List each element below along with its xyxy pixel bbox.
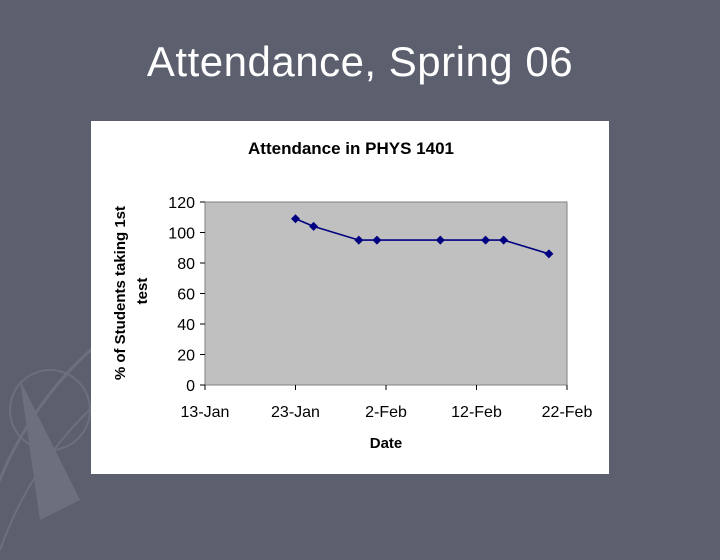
x-tick-label: 12-Feb xyxy=(451,404,502,421)
y-tick-label: 80 xyxy=(177,256,195,273)
x-tick-label: 22-Feb xyxy=(542,404,593,421)
y-axis: 0 20 40 60 80 100 120 xyxy=(168,195,205,395)
y-tick-label: 40 xyxy=(177,317,195,334)
y-axis-label: % of Students taking 1st test xyxy=(112,202,151,380)
y-tick-label: 100 xyxy=(168,226,195,243)
data-point xyxy=(435,235,445,245)
x-axis: 13-Jan 23-Jan 2-Feb 12-Feb 22-Feb xyxy=(181,385,593,421)
x-tick-label: 23-Jan xyxy=(271,404,320,421)
data-point xyxy=(354,235,364,245)
data-point xyxy=(309,221,319,231)
data-point xyxy=(499,235,509,245)
y-tick-label: 60 xyxy=(177,287,195,304)
x-tick-label: 13-Jan xyxy=(181,404,230,421)
y-tick-label: 0 xyxy=(186,378,195,395)
x-axis-label: Date xyxy=(370,435,403,452)
y-tick-label: 120 xyxy=(168,195,195,212)
data-point xyxy=(291,214,300,224)
series xyxy=(291,214,554,259)
data-point xyxy=(481,235,491,245)
slide-title: Attendance, Spring 06 xyxy=(146,38,574,85)
data-point xyxy=(544,249,554,259)
plot-area xyxy=(204,201,568,386)
chart-title: Attendance in PHYS 1401 xyxy=(248,139,454,158)
data-point xyxy=(372,235,382,245)
x-tick-label: 2-Feb xyxy=(365,404,407,421)
chart-container: Attendance in PHYS 1401 0 20 40 60 80 100 120 … xyxy=(91,121,609,474)
y-tick-label: 20 xyxy=(177,348,195,365)
line-chart: Attendance in PHYS 1401 020406080100120 … xyxy=(112,139,593,452)
